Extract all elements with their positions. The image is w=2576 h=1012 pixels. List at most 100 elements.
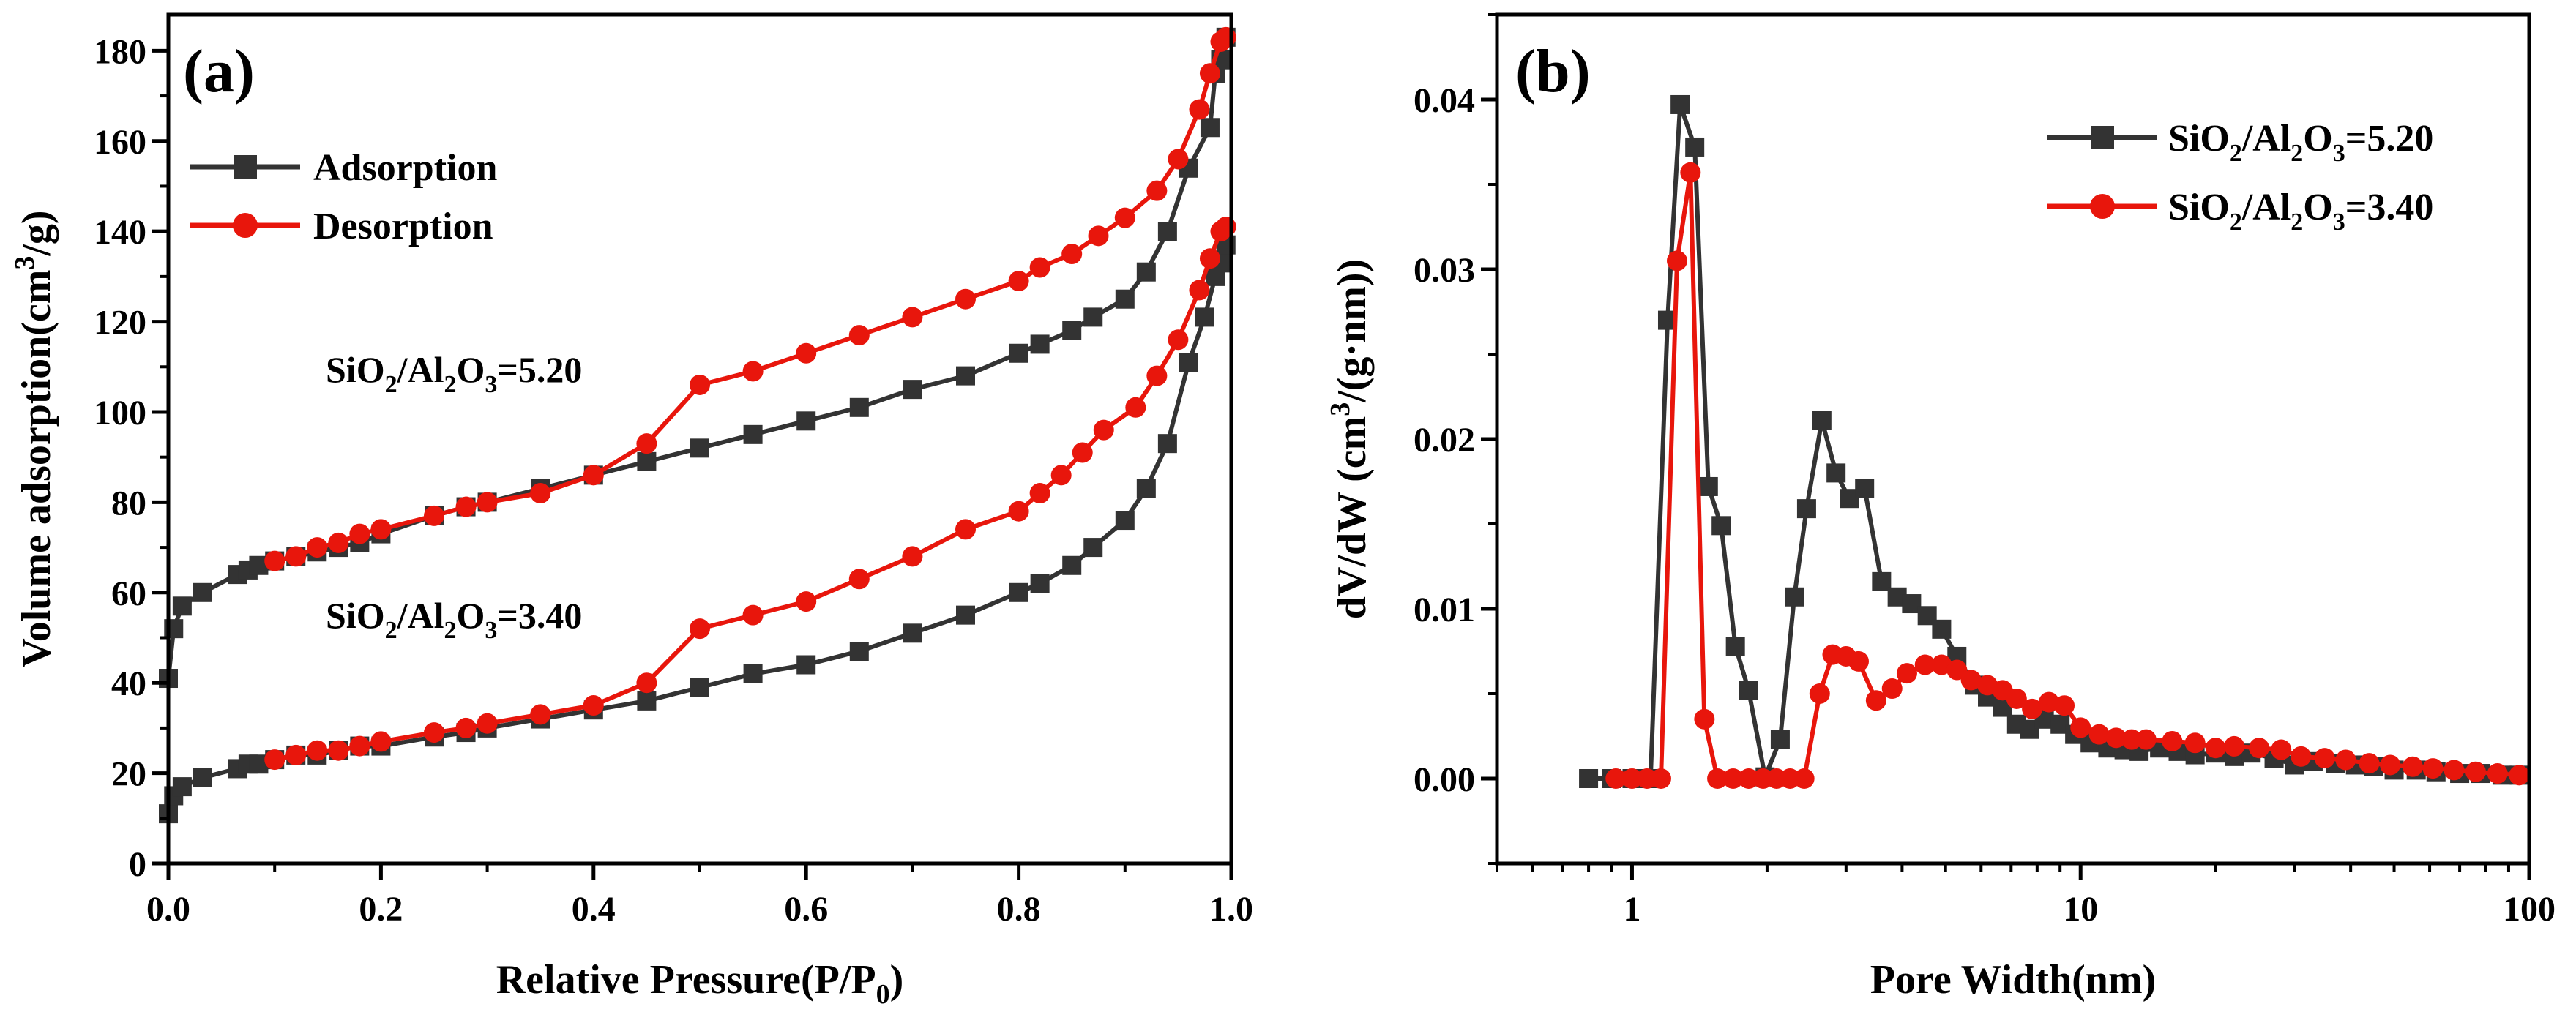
- panel-b-series-0-point: [1855, 479, 1875, 498]
- panel-a-series-3-point: [690, 618, 710, 640]
- panel-a-series-2-point: [690, 678, 709, 697]
- panel-b-series-1-point: [2022, 698, 2043, 719]
- panel-b-pore-size-distribution: 1 10 100 0.00 0.01 0.02 0.03 0.04 (b) SiO2/Al2O…: [1325, 12, 2556, 1002]
- panel-a-x-tick-label: 0.2: [359, 890, 403, 929]
- panel-b-series-1-point: [2205, 738, 2226, 759]
- panel-a-series-1-point: [530, 483, 551, 504]
- panel-a-plot-area: [159, 26, 1236, 824]
- panel-b-series-1-point: [1621, 768, 1643, 789]
- panel-a-series-1-point: [636, 433, 657, 454]
- panel-b-series-1-point: [2249, 738, 2270, 759]
- panel-a-series-2-point: [1030, 574, 1050, 593]
- panel-a-series-3-point: [455, 717, 477, 738]
- panel-b-series-1-point: [2224, 735, 2245, 757]
- panel-a-series-0-point: [903, 380, 922, 400]
- panel-a-y-tick-label: 20: [111, 755, 146, 794]
- panel-a-series-3-point: [955, 519, 976, 540]
- panel-a-series-3-point: [1050, 465, 1072, 486]
- panel-a-series-3-point: [477, 713, 498, 734]
- panel-a-series-2-point: [956, 605, 975, 625]
- panel-a-series-1-point: [742, 361, 764, 382]
- panel-a-series-1-point: [328, 532, 349, 553]
- panel-a-y-tick-label: 180: [94, 32, 146, 71]
- panel-a-series-3-point: [848, 569, 870, 590]
- panel-b-series-1-point: [2121, 729, 2143, 750]
- panel-b-y-tick-label: 0.03: [1414, 251, 1475, 290]
- panel-a-series-2-point: [1062, 555, 1082, 575]
- panel-a-series-1-point: [1029, 257, 1050, 278]
- panel-a-series-2-point: [1195, 307, 1214, 327]
- panel-a-series-3-point: [1168, 329, 1189, 351]
- panel-a-x-tick-label: 1.0: [1209, 890, 1253, 929]
- panel-a-series-1-point: [455, 496, 477, 517]
- panel-a-series-2-point: [849, 642, 869, 661]
- panel-a-series-3-point: [307, 740, 328, 761]
- panel-b-series-1-point: [1793, 768, 1815, 789]
- panel-b-series-1-point: [1738, 768, 1759, 789]
- panel-b-axis-ticks: 1 10 100 0.00 0.01 0.02 0.03 0.04: [1414, 13, 2556, 929]
- panel-b-series-1-point: [2314, 748, 2335, 769]
- panel-a-series-3-point: [349, 735, 370, 757]
- panel-a-series-2-point: [1115, 511, 1135, 531]
- legend-ratio-340-marker: [2090, 194, 2115, 219]
- panel-a-series-1-point: [1189, 99, 1210, 120]
- panel-b-series-1-point: [2070, 717, 2091, 738]
- panel-a-series-1-point: [264, 550, 285, 571]
- panel-a-series-0-point: [1009, 343, 1028, 363]
- panel-a-series-1-line: [274, 35, 1228, 563]
- panel-b-y-tick-label: 0.00: [1414, 760, 1475, 799]
- panel-b-series-0-point: [1785, 587, 1804, 607]
- panel-a-series-1-point: [349, 523, 370, 544]
- panel-a-x-tick-label: 0.4: [572, 890, 616, 929]
- panel-b-series-1-point: [1881, 678, 1903, 700]
- panel-a-series-0-point: [172, 596, 192, 616]
- panel-b-label: (b): [1515, 37, 1591, 105]
- panel-b-series-1-point: [2359, 753, 2380, 774]
- panel-a-series-1-point: [902, 307, 923, 328]
- panel-a-series-1-point: [285, 546, 307, 567]
- panel-b-series-0-point: [1739, 681, 1758, 700]
- panel-a-series-1-point: [848, 325, 870, 346]
- panel-a-series-0-point: [956, 366, 975, 386]
- panel-b-series-0-point: [1685, 137, 1705, 157]
- panel-b-series-0-point: [1725, 637, 1745, 656]
- panel-a-axis-ticks: 0.0 0.2 0.4 0.6 0.8 1.0 0 20 40 60 80 100 120 140 160 1…: [94, 32, 1253, 929]
- panel-a-series-2-point: [172, 777, 192, 797]
- panel-a-series-1-point: [1061, 244, 1083, 265]
- panel-a-series-2-point: [903, 623, 922, 643]
- panel-a-series-1-point: [370, 519, 392, 540]
- panel-b-plot-area: [1579, 94, 2530, 789]
- panel-b-series-1-point: [2402, 756, 2423, 777]
- panel-b-x-tick-label: 10: [2063, 890, 2098, 929]
- panel-b-series-1-point: [2509, 765, 2530, 786]
- panel-a-series-0-point: [1030, 334, 1050, 354]
- panel-a-legend: Adsorption Desorption: [190, 147, 497, 247]
- panel-a-series-3-point: [1199, 248, 1220, 269]
- panel-a-series-3-point: [264, 749, 285, 771]
- panel-a-series-1-point: [1008, 271, 1029, 292]
- panel-b-series-1-point: [1896, 663, 1917, 684]
- panel-a-series-3-point: [1189, 280, 1210, 301]
- panel-a-x-tick-label: 0.0: [146, 890, 190, 929]
- panel-b-series-1-point: [2006, 688, 2027, 709]
- panel-a-series-0: [159, 27, 1236, 689]
- panel-b-series-1-point: [2380, 754, 2401, 776]
- panel-b-series-1-point: [1722, 768, 1744, 789]
- panel-b-series-1-point: [2487, 763, 2508, 784]
- panel-a-y-tick-label: 60: [111, 574, 146, 613]
- panel-a-y-tick-label: 40: [111, 664, 146, 703]
- panel-a-series-3-point: [530, 704, 551, 725]
- panel-b-series-0-point: [1812, 411, 1832, 430]
- panel-b-series-1-point: [1605, 768, 1627, 789]
- panel-b-series-1-point: [2054, 695, 2075, 716]
- panel-a-series-0-point: [1157, 222, 1177, 241]
- panel-a-series-1-point: [955, 288, 976, 310]
- panel-b-series-1-point: [2271, 739, 2292, 760]
- panel-b-series-1-point: [1960, 670, 1982, 691]
- panel-a-x-tick-label: 0.8: [997, 890, 1041, 929]
- panel-a-series-2-point: [1083, 538, 1103, 558]
- panel-a-series-3-point: [1072, 442, 1093, 463]
- panel-b-x-tick-label: 1: [1623, 890, 1640, 929]
- panel-b-series-1-point: [1680, 162, 1701, 183]
- panel-b-y-tick-label: 0.04: [1414, 81, 1475, 120]
